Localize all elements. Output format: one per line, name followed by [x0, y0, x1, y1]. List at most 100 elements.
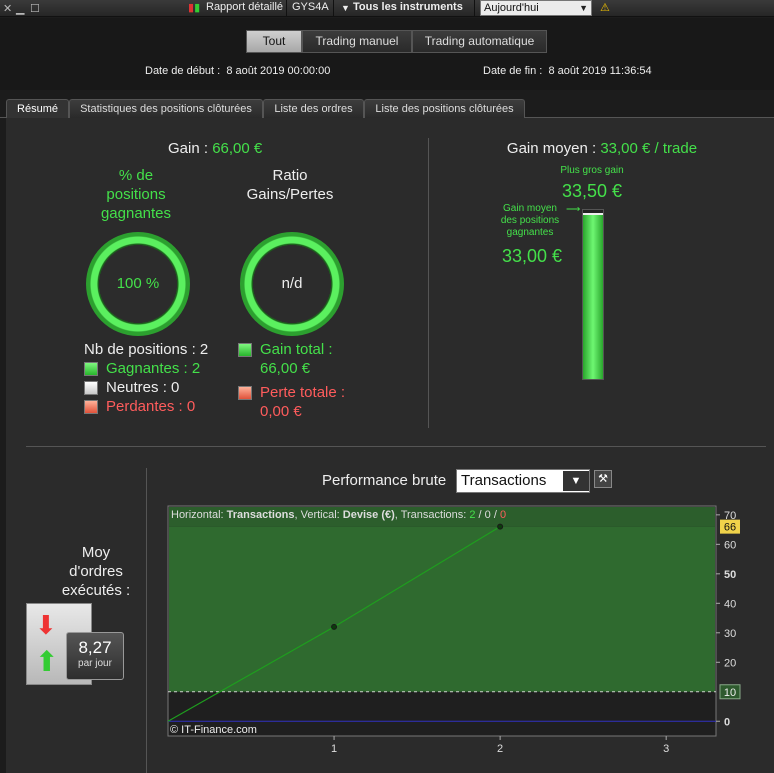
- tab-summary[interactable]: Résumé: [6, 99, 69, 118]
- start-date-label: Date de début :: [145, 65, 221, 77]
- orders-title-line: exécutés :: [61, 582, 131, 599]
- neutral-count: Neutres : 0: [106, 379, 180, 396]
- mode-button-manual[interactable]: Trading manuel: [302, 30, 412, 53]
- loss-total-value: 0,00 €: [260, 403, 302, 420]
- loss-total-swatch: [238, 386, 252, 400]
- orders-badge: 8,27 par jour: [66, 632, 124, 680]
- legend-slash: /: [475, 509, 485, 521]
- avg-pos-label: Gain moyen des positions gagnantes: [486, 203, 574, 239]
- chart-point: [497, 523, 504, 530]
- chart-current-badge-label: 66: [724, 522, 736, 534]
- pct-winning-gauge: 100 %: [86, 232, 190, 336]
- period-value: Aujourd'hui: [484, 2, 539, 14]
- chevron-down-icon: ▼: [579, 3, 588, 13]
- section-divider-lower: [146, 468, 147, 773]
- tab-closed-positions[interactable]: Liste des positions clôturées: [364, 99, 525, 118]
- legend-tx-loss: 0: [499, 509, 507, 521]
- chart-current-badge: [720, 519, 740, 534]
- arrow-down-icon: ⬇: [35, 610, 57, 640]
- legend-prefix: Horizontal:: [171, 509, 227, 521]
- gain-total-swatch: [238, 343, 252, 357]
- close-icon[interactable]: ✕: [3, 3, 13, 15]
- avg-gain-value: 33,00 € / trade: [600, 140, 698, 157]
- losing-count: Perdantes : 0: [106, 398, 196, 415]
- tab-bar: Résumé Statistiques des positions clôtur…: [0, 98, 774, 118]
- chart-y-tick-label: 40: [724, 598, 736, 610]
- legend-tx-win: 2: [469, 509, 476, 521]
- orders-title-line: Moy: [81, 544, 111, 561]
- pct-title-line: gagnantes: [100, 205, 172, 222]
- chart-ref-badge-label: 10: [724, 687, 736, 699]
- tab-orders[interactable]: Liste des ordres: [263, 99, 364, 118]
- chart-copyright: © IT-Finance.com: [170, 724, 257, 736]
- max-gain-label: Plus gros gain: [560, 165, 624, 176]
- orders-unit: par jour: [78, 658, 112, 669]
- avg-pos-label-line: Gain moyen: [503, 203, 557, 214]
- tab-closed-stats[interactable]: Statistiques des positions clôturées: [69, 99, 263, 118]
- ratio-value: n/d: [281, 275, 303, 292]
- performance-selector[interactable]: Transactions ▼: [456, 469, 590, 493]
- neutral-swatch: [84, 381, 98, 395]
- legend-vertical: Devise (€): [342, 509, 395, 521]
- performance-title: Performance brute: [322, 472, 447, 489]
- pct-winning-value: 100 %: [116, 275, 160, 292]
- chart-ref-badge: [719, 684, 741, 700]
- instruments-selector[interactable]: Tous les instruments: [353, 1, 463, 13]
- ratio-gauge: n/d: [240, 232, 344, 336]
- gain-heading: Gain : 66,00 €: [168, 140, 262, 157]
- winning-count: Gagnantes : 2: [106, 360, 201, 377]
- chart-y-tick-label: 70: [724, 510, 736, 522]
- ratio-title: Ratio Gains/Pertes: [234, 166, 346, 204]
- end-date: Date de fin : 8 août 2019 11:36:54: [483, 65, 652, 77]
- legend-mid: , Vertical:: [294, 509, 343, 521]
- nb-positions: Nb de positions : 2: [84, 341, 209, 358]
- avg-pos-label-line: gagnantes: [506, 227, 554, 238]
- chart-y-tick-label: 20: [724, 657, 736, 669]
- gain-total-label: Gain total :: [260, 341, 333, 358]
- pct-title-line: positions: [106, 186, 166, 203]
- chart-legend: Horizontal: Transactions, Vertical: Devi…: [171, 509, 506, 521]
- avg-gain-heading: Gain moyen : 33,00 € / trade: [446, 140, 758, 157]
- chart-fill-area: [169, 526, 715, 692]
- chart-y-tick-label: 50: [724, 569, 736, 581]
- orders-value: 8,27: [78, 638, 112, 657]
- arrow-up-icon: ⬆: [35, 646, 59, 677]
- gain-total-value: 66,00 €: [260, 360, 311, 377]
- instruments-dropdown-icon[interactable]: ▼: [341, 3, 350, 13]
- wrench-icon[interactable]: ⚒: [594, 470, 612, 488]
- chart-y-tick-label: 60: [724, 539, 736, 551]
- orders-title: Moy d'ordres exécutés :: [36, 543, 156, 600]
- orders-title-line: d'ordres: [69, 563, 123, 580]
- avg-gain-bar-track: [582, 209, 604, 380]
- chart-point: [331, 623, 338, 630]
- pct-winning-title: % de positions gagnantes: [80, 166, 192, 223]
- candlestick-icon: ▮▮: [188, 2, 201, 14]
- loss-total-label: Perte totale :: [260, 384, 346, 401]
- avg-pos-value: 33,00 €: [501, 246, 563, 266]
- mode-button-all[interactable]: Tout: [246, 30, 302, 53]
- chart-y-tick-label: 30: [724, 628, 736, 640]
- losing-swatch: [84, 400, 98, 414]
- minimize-icon[interactable]: ▁: [16, 3, 25, 15]
- report-label[interactable]: Rapport détaillé: [206, 1, 284, 13]
- section-divider-horizontal: [26, 446, 766, 447]
- chart-y-tick-label: 0: [724, 716, 730, 728]
- gain-label: Gain :: [168, 140, 209, 157]
- legend-slash: /: [490, 509, 500, 521]
- legend-tx-label: , Transactions:: [394, 509, 470, 521]
- gain-value: 66,00 €: [212, 140, 263, 157]
- mode-button-automatic[interactable]: Trading automatique: [412, 30, 547, 53]
- period-select[interactable]: Aujourd'hui ▼: [480, 0, 592, 16]
- chevron-down-icon: ▼: [563, 471, 589, 491]
- header-band: Tout Trading manuel Trading automatique …: [0, 18, 774, 90]
- symbol-label[interactable]: GYS4A: [292, 1, 329, 13]
- chart-x-tick-label: 3: [663, 743, 669, 755]
- winning-swatch: [84, 362, 98, 376]
- pct-title-line: % de: [118, 167, 154, 184]
- warning-icon[interactable]: ⚠: [600, 2, 610, 14]
- avg-gain-bar-fill: [583, 213, 603, 379]
- start-date-value: 8 août 2019 00:00:00: [226, 65, 331, 77]
- maximize-icon[interactable]: ☐: [30, 3, 40, 15]
